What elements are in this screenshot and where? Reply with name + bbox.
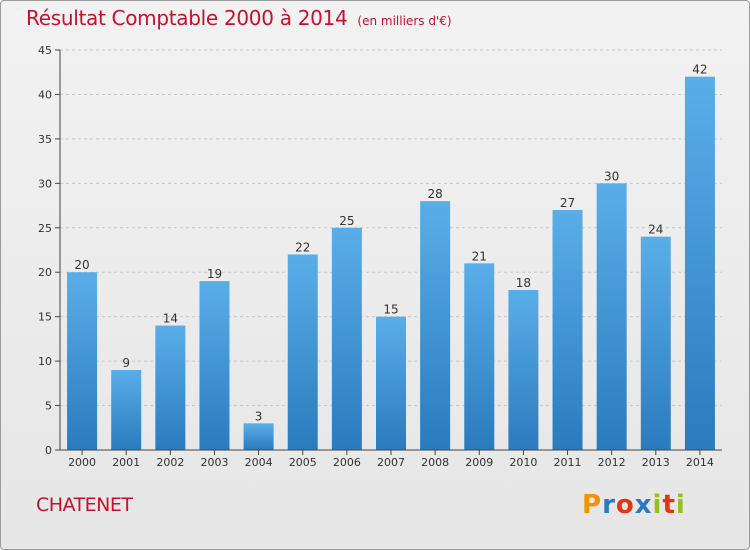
bar	[464, 263, 495, 450]
bar	[640, 236, 671, 450]
x-tick-label: 2013	[642, 456, 670, 469]
data-label: 21	[472, 249, 487, 263]
bar	[67, 272, 98, 450]
bar	[596, 183, 627, 451]
x-tick-label: 2011	[554, 456, 582, 469]
y-tick-label: 15	[38, 311, 52, 324]
data-label: 18	[516, 276, 531, 290]
logo-letter: P	[582, 490, 603, 520]
y-tick-label: 35	[38, 133, 52, 146]
x-tick-label: 2004	[245, 456, 273, 469]
data-label: 14	[163, 312, 178, 326]
place-name: CHATENET	[36, 494, 133, 516]
logo-letter: x	[634, 490, 653, 520]
x-tick-label: 2010	[509, 456, 537, 469]
bar	[199, 281, 230, 450]
data-label: 30	[604, 169, 619, 183]
bar	[287, 254, 318, 450]
data-label: 3	[255, 409, 263, 423]
logo-letter: i	[652, 490, 663, 520]
x-tick-label: 2012	[598, 456, 626, 469]
proxiti-logo: Proxiti	[582, 490, 686, 520]
bar	[331, 227, 362, 450]
bars	[67, 76, 715, 451]
x-tick-label: 2000	[68, 456, 96, 469]
bar	[684, 76, 715, 451]
data-label: 42	[692, 63, 707, 77]
data-label: 24	[648, 223, 663, 237]
x-tick-label: 2003	[200, 456, 228, 469]
x-tick-label: 2007	[377, 456, 405, 469]
data-label: 20	[74, 258, 89, 272]
bar	[508, 290, 539, 450]
unit-text: (en milliers d'€)	[357, 14, 452, 28]
x-tick-label: 2001	[112, 456, 140, 469]
bar	[552, 210, 583, 450]
logo-letter: o	[615, 490, 635, 520]
labels: 0 5 10 15 20 25 30 35 40 45 20 2000 9 2001 14 2002 19 200…	[38, 44, 714, 469]
bar	[376, 316, 406, 450]
logo-letter: i	[675, 490, 686, 520]
y-tick-label: 20	[38, 266, 52, 279]
y-tick-label: 30	[38, 177, 52, 190]
y-tick-label: 25	[38, 222, 52, 235]
y-tick-label: 10	[38, 355, 52, 368]
chart-title: Résultat Comptable 2000 à 2014 (en millie…	[26, 6, 452, 30]
data-label: 19	[207, 267, 222, 281]
data-label: 27	[560, 196, 575, 210]
logo-letter: t	[662, 490, 676, 520]
data-label: 9	[122, 356, 130, 370]
data-label: 25	[339, 214, 354, 228]
y-tick-label: 40	[38, 88, 52, 101]
bar	[243, 423, 274, 450]
logo-letter: r	[602, 490, 616, 520]
x-tick-label: 2006	[333, 456, 361, 469]
x-tick-label: 2008	[421, 456, 449, 469]
bar	[111, 370, 142, 450]
x-tick-label: 2005	[289, 456, 317, 469]
title-text: Résultat Comptable 2000 à 2014	[26, 6, 348, 30]
bar	[155, 325, 186, 450]
x-tick-label: 2009	[465, 456, 493, 469]
data-label: 15	[383, 303, 398, 317]
x-tick-label: 2002	[156, 456, 184, 469]
y-tick-label: 5	[45, 400, 52, 413]
data-label: 28	[427, 187, 442, 201]
y-tick-label: 45	[38, 44, 52, 57]
y-tick-label: 0	[45, 444, 52, 457]
x-tick-label: 2014	[686, 456, 714, 469]
axes	[55, 49, 722, 455]
bar	[420, 201, 451, 450]
data-label: 22	[295, 240, 310, 254]
